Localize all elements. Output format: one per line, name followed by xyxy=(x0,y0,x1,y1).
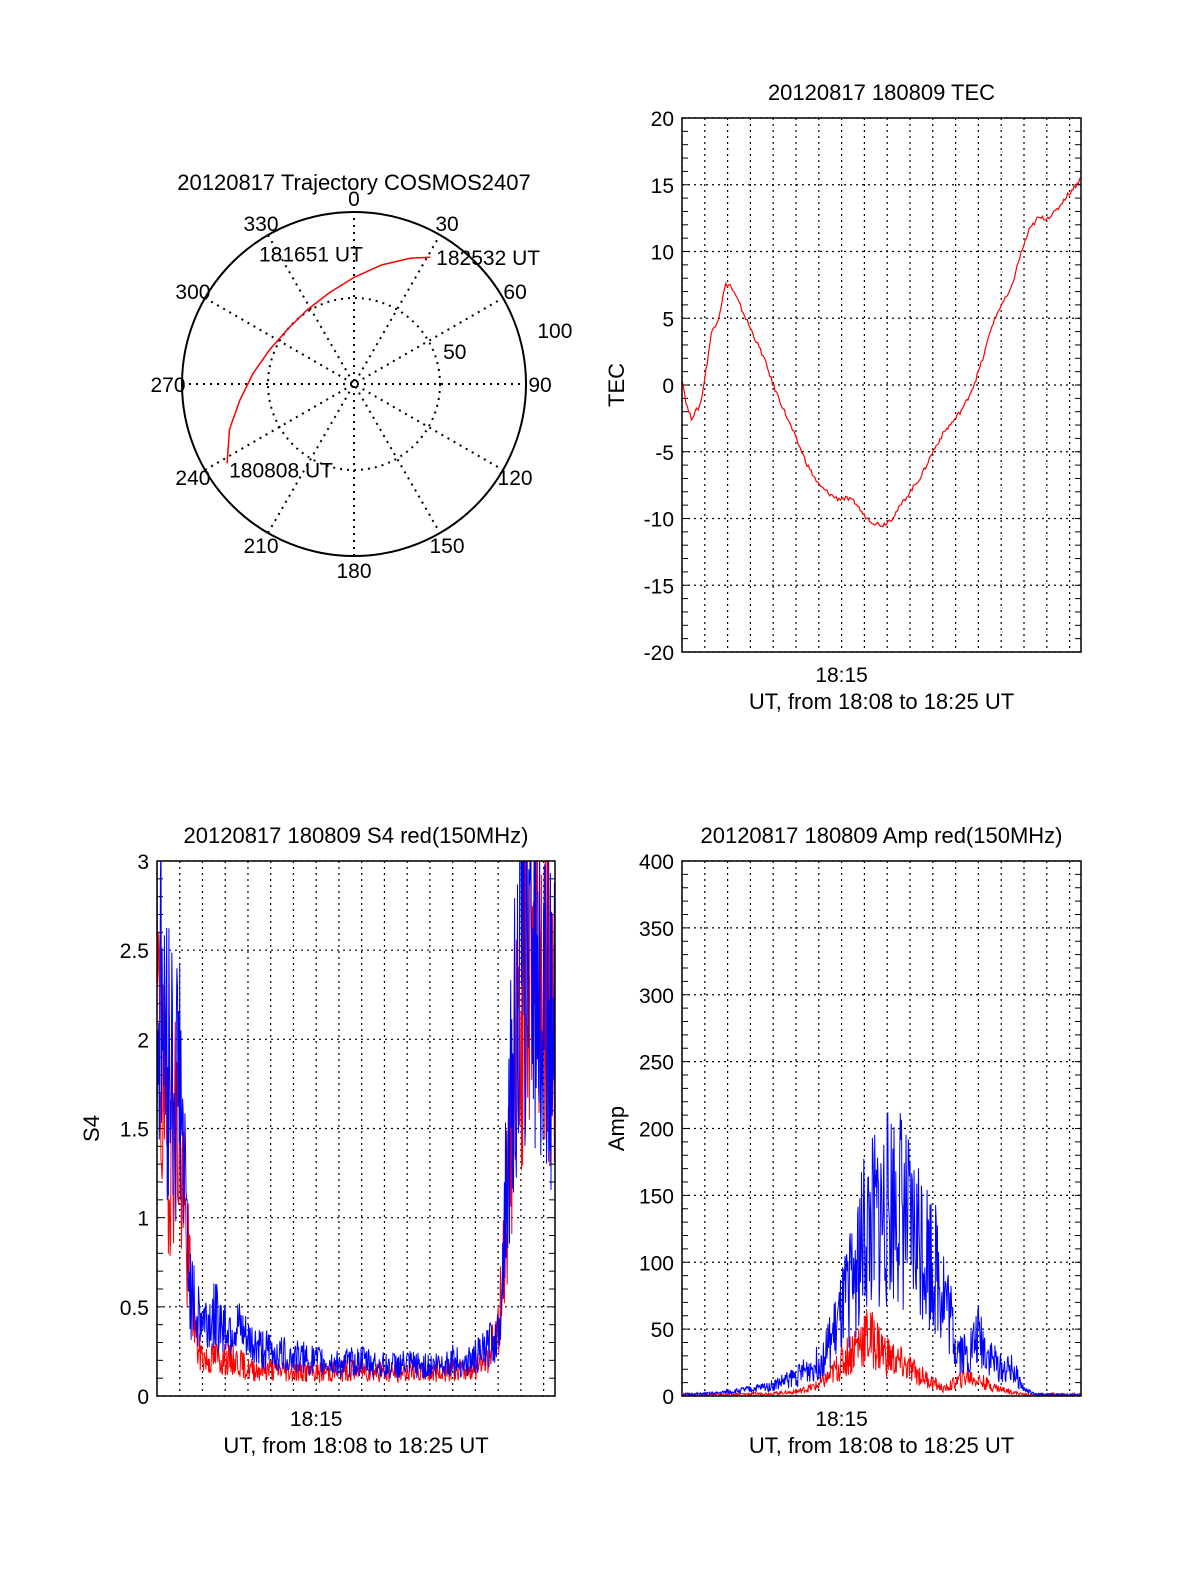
polar-azimuth-label: 30 xyxy=(435,213,458,236)
polar-azimuth-label: 240 xyxy=(175,467,210,490)
tec-title: 20120817 180809 TEC xyxy=(768,80,995,105)
tec-ytick-label: 15 xyxy=(651,175,674,198)
polar-spoke xyxy=(204,297,504,471)
s4-ylabel: S4 xyxy=(79,1115,104,1142)
amp-ytick-label: 100 xyxy=(639,1252,674,1275)
s4-frame xyxy=(156,860,556,1397)
s4-ytick-label: 1.5 xyxy=(120,1119,149,1142)
s4-series-line xyxy=(157,861,555,1379)
s4-ytick-label: 0.5 xyxy=(120,1297,149,1320)
polar-point-label: 181651 UT xyxy=(259,244,363,267)
polar-spoke xyxy=(267,234,441,534)
polar-spoke xyxy=(267,234,441,534)
polar-point-label: 180808 UT xyxy=(229,459,333,482)
amp-frame xyxy=(681,860,1082,1397)
polar-azimuth-label: 90 xyxy=(528,374,551,397)
polar-azimuth-label: 270 xyxy=(150,374,185,397)
polar-azimuth-label: 120 xyxy=(498,467,533,490)
tec-frame xyxy=(681,117,1082,653)
tec-chart: 20120817 180809 TEC -20 -15 -10 -5 0 5 10 15 20 18… xyxy=(604,80,1082,714)
polar-azimuth-label: 210 xyxy=(243,535,278,558)
amp-series-line xyxy=(682,1308,1081,1396)
tec-ylabel: TEC xyxy=(604,363,629,407)
tec-ytick-label: -15 xyxy=(644,575,674,598)
polar-azimuth-label: 300 xyxy=(175,281,210,304)
s4-title: 20120817 180809 S4 red(150MHz) xyxy=(184,823,529,848)
amp-ytick-label: 300 xyxy=(639,985,674,1008)
s4-ytick-label: 2 xyxy=(137,1029,149,1052)
polar-azimuth-label: 330 xyxy=(243,213,278,236)
amp-ylabel: Amp xyxy=(604,1106,629,1151)
amp-ytick-label: 0 xyxy=(662,1386,674,1409)
s4-ytick-label: 1 xyxy=(137,1208,149,1231)
tec-ytick-label: -5 xyxy=(655,442,674,465)
tec-ytick-label: -20 xyxy=(644,642,674,665)
tec-ytick-label: 0 xyxy=(662,375,674,398)
s4-xlabel: UT, from 18:08 to 18:25 UT xyxy=(223,1433,488,1458)
polar-azimuth-label: 60 xyxy=(503,281,526,304)
polar-radius-label: 100 xyxy=(537,320,572,343)
tec-ytick-label: 5 xyxy=(662,308,674,331)
amp-ytick-label: 250 xyxy=(639,1052,674,1075)
s4-ytick-label: 0 xyxy=(137,1386,149,1409)
amp-ytick-label: 200 xyxy=(639,1119,674,1142)
polar-trajectory-line xyxy=(226,256,431,464)
tec-ytick-label: -10 xyxy=(644,509,674,532)
s4-chart: 20120817 180809 S4 red(150MHz) 0 0.5 1 1.5 2 2… xyxy=(79,823,556,1458)
amp-chart: 20120817 180809 Amp red(150MHz) 0 50 100 150… xyxy=(604,823,1082,1458)
s4-ytick-label: 2.5 xyxy=(120,940,149,963)
polar-point-label: 182532 UT xyxy=(436,247,540,270)
amp-ytick-label: 350 xyxy=(639,918,674,941)
amp-series-line xyxy=(682,1112,1081,1396)
amp-ytick-label: 150 xyxy=(639,1185,674,1208)
tec-ytick-label: 20 xyxy=(651,108,674,131)
tec-series-line xyxy=(682,177,1081,528)
polar-azimuth-label: 180 xyxy=(336,560,371,583)
s4-ytick-label: 3 xyxy=(137,851,149,874)
amp-xtick-label: 18:15 xyxy=(815,1408,868,1431)
amp-xlabel: UT, from 18:08 to 18:25 UT xyxy=(749,1433,1014,1458)
polar-radius-label: 50 xyxy=(443,341,466,364)
polar-title: 20120817 Trajectory COSMOS2407 xyxy=(177,170,530,195)
tec-xtick-label: 18:15 xyxy=(815,664,868,687)
tec-xlabel: UT, from 18:08 to 18:25 UT xyxy=(749,689,1014,714)
s4-xtick-label: 18:15 xyxy=(290,1408,343,1431)
amp-title: 20120817 180809 Amp red(150MHz) xyxy=(700,823,1062,848)
tec-ytick-label: 10 xyxy=(651,242,674,265)
polar-azimuth-label: 150 xyxy=(429,535,464,558)
polar-spoke xyxy=(204,297,504,471)
polar-azimuth-label: 0 xyxy=(348,188,360,211)
amp-ytick-label: 50 xyxy=(651,1319,674,1342)
amp-ytick-label: 400 xyxy=(639,851,674,874)
